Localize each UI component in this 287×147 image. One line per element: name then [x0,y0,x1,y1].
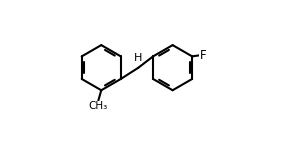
Text: H: H [133,53,142,63]
Text: CH₃: CH₃ [89,101,108,111]
Text: F: F [200,49,207,62]
